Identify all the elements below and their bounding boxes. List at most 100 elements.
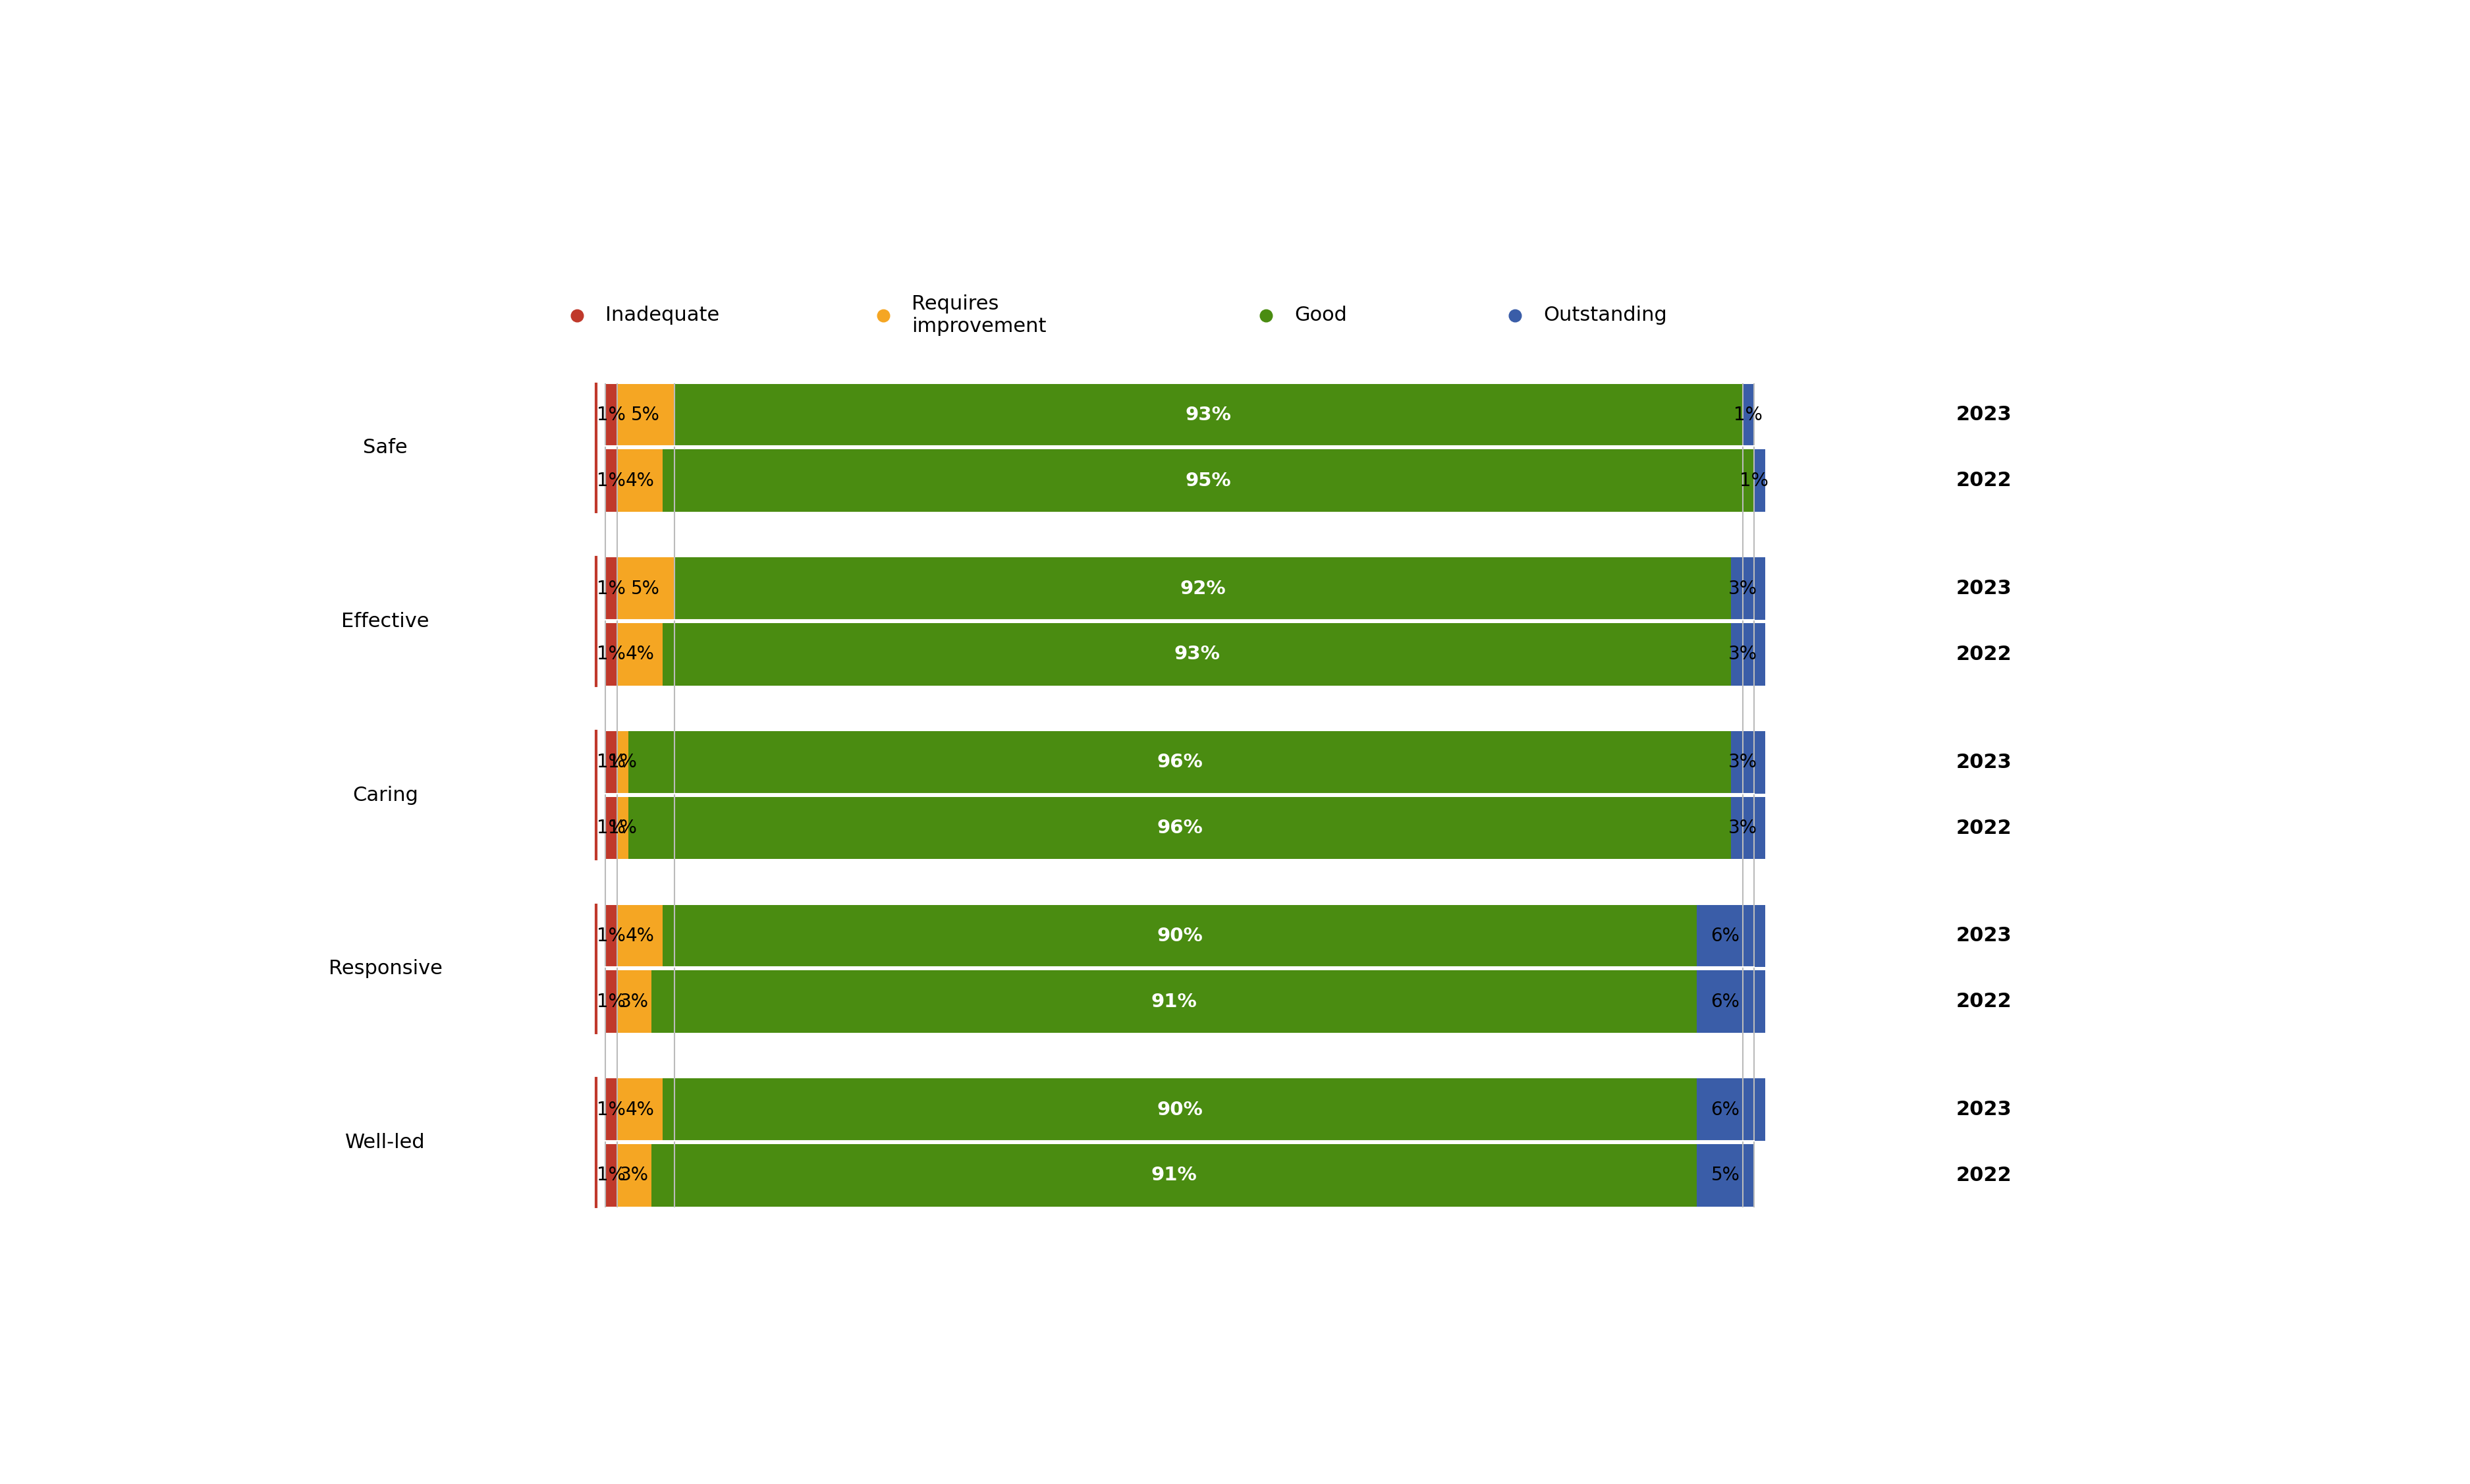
Text: 3%: 3% xyxy=(1729,646,1756,663)
Bar xyxy=(618,1079,662,1141)
Text: 1%: 1% xyxy=(598,752,625,772)
Bar xyxy=(605,558,1754,620)
Text: 4%: 4% xyxy=(625,646,655,663)
Text: 1%: 1% xyxy=(1734,405,1764,424)
Bar xyxy=(618,797,627,859)
Bar xyxy=(605,558,618,620)
Text: 5%: 5% xyxy=(1712,1166,1739,1184)
Bar xyxy=(662,1079,1697,1141)
Bar xyxy=(1697,905,1766,968)
Bar xyxy=(605,797,618,859)
Text: 2022: 2022 xyxy=(1956,470,2011,490)
Bar xyxy=(627,797,1731,859)
Text: Requires
improvement: Requires improvement xyxy=(911,295,1047,335)
Bar xyxy=(605,623,1754,686)
Bar xyxy=(605,732,618,794)
Bar xyxy=(662,905,1697,968)
Text: 6%: 6% xyxy=(1712,926,1739,945)
Bar xyxy=(605,1079,618,1141)
Text: 95%: 95% xyxy=(1186,472,1233,490)
Text: 5%: 5% xyxy=(632,405,659,424)
Point xyxy=(558,303,598,326)
Text: 91%: 91% xyxy=(1151,993,1198,1011)
Text: 90%: 90% xyxy=(1156,1101,1203,1119)
Text: 1%: 1% xyxy=(598,926,625,945)
Bar xyxy=(605,905,618,968)
Text: 3%: 3% xyxy=(620,993,650,1011)
Text: 2022: 2022 xyxy=(1956,819,2011,837)
Text: 2023: 2023 xyxy=(1956,405,2011,424)
Text: 1%: 1% xyxy=(598,472,625,490)
Text: 5%: 5% xyxy=(632,579,659,598)
Point xyxy=(864,303,904,326)
Text: 1%: 1% xyxy=(608,752,637,772)
Bar xyxy=(618,450,662,512)
Text: 1%: 1% xyxy=(608,819,637,837)
Text: Inadequate: Inadequate xyxy=(605,306,719,325)
Text: Effective: Effective xyxy=(341,611,430,631)
Bar xyxy=(605,971,618,1033)
Bar xyxy=(618,1144,652,1206)
Bar xyxy=(1697,1079,1766,1141)
Bar xyxy=(1754,450,1766,512)
Text: 1%: 1% xyxy=(598,819,625,837)
Bar xyxy=(1697,971,1766,1033)
Bar xyxy=(618,623,662,686)
Text: Well-led: Well-led xyxy=(346,1132,425,1152)
Text: 92%: 92% xyxy=(1181,579,1225,598)
Text: 3%: 3% xyxy=(1729,819,1756,837)
Bar xyxy=(605,797,1754,859)
Point xyxy=(1494,303,1534,326)
Bar xyxy=(605,1144,1754,1206)
Text: 3%: 3% xyxy=(1729,752,1756,772)
Text: Good: Good xyxy=(1294,306,1346,325)
Text: 3%: 3% xyxy=(620,1166,650,1184)
Bar xyxy=(618,732,627,794)
Text: 4%: 4% xyxy=(625,472,655,490)
Bar xyxy=(618,384,674,447)
Text: 91%: 91% xyxy=(1151,1166,1198,1184)
Text: 3%: 3% xyxy=(1729,579,1756,598)
Bar xyxy=(652,1144,1697,1206)
Bar xyxy=(605,450,618,512)
Bar xyxy=(618,558,674,620)
Bar xyxy=(605,732,1754,794)
Bar xyxy=(605,905,1754,968)
Bar xyxy=(618,905,662,968)
Bar xyxy=(605,384,1754,447)
Bar xyxy=(605,971,1754,1033)
Bar xyxy=(1731,558,1766,620)
Bar xyxy=(662,623,1731,686)
Text: 96%: 96% xyxy=(1156,819,1203,837)
Bar xyxy=(1697,1144,1754,1206)
Text: 1%: 1% xyxy=(598,1166,625,1184)
Text: Outstanding: Outstanding xyxy=(1544,306,1667,325)
Text: 1%: 1% xyxy=(598,993,625,1011)
Text: 93%: 93% xyxy=(1186,405,1233,424)
Text: 4%: 4% xyxy=(625,1101,655,1119)
Bar xyxy=(605,1144,618,1206)
Text: 1%: 1% xyxy=(598,579,625,598)
Text: Responsive: Responsive xyxy=(329,959,442,978)
Point xyxy=(1247,303,1287,326)
Bar xyxy=(605,450,1754,512)
Text: 2023: 2023 xyxy=(1956,926,2011,945)
Bar xyxy=(652,971,1697,1033)
Bar xyxy=(674,558,1731,620)
Text: 2023: 2023 xyxy=(1956,579,2011,598)
Bar xyxy=(605,384,618,447)
Text: 1%: 1% xyxy=(598,646,625,663)
Text: 1%: 1% xyxy=(1739,472,1769,490)
Bar xyxy=(605,1079,1754,1141)
Text: Safe: Safe xyxy=(363,438,408,457)
Bar xyxy=(1731,797,1766,859)
Text: 6%: 6% xyxy=(1712,993,1739,1011)
Text: 2022: 2022 xyxy=(1956,1166,2011,1184)
Bar xyxy=(1731,732,1766,794)
Text: 6%: 6% xyxy=(1712,1101,1739,1119)
Text: 90%: 90% xyxy=(1156,926,1203,945)
Text: 1%: 1% xyxy=(598,1101,625,1119)
Text: 2022: 2022 xyxy=(1956,993,2011,1011)
Text: 2022: 2022 xyxy=(1956,644,2011,663)
Bar xyxy=(605,623,618,686)
